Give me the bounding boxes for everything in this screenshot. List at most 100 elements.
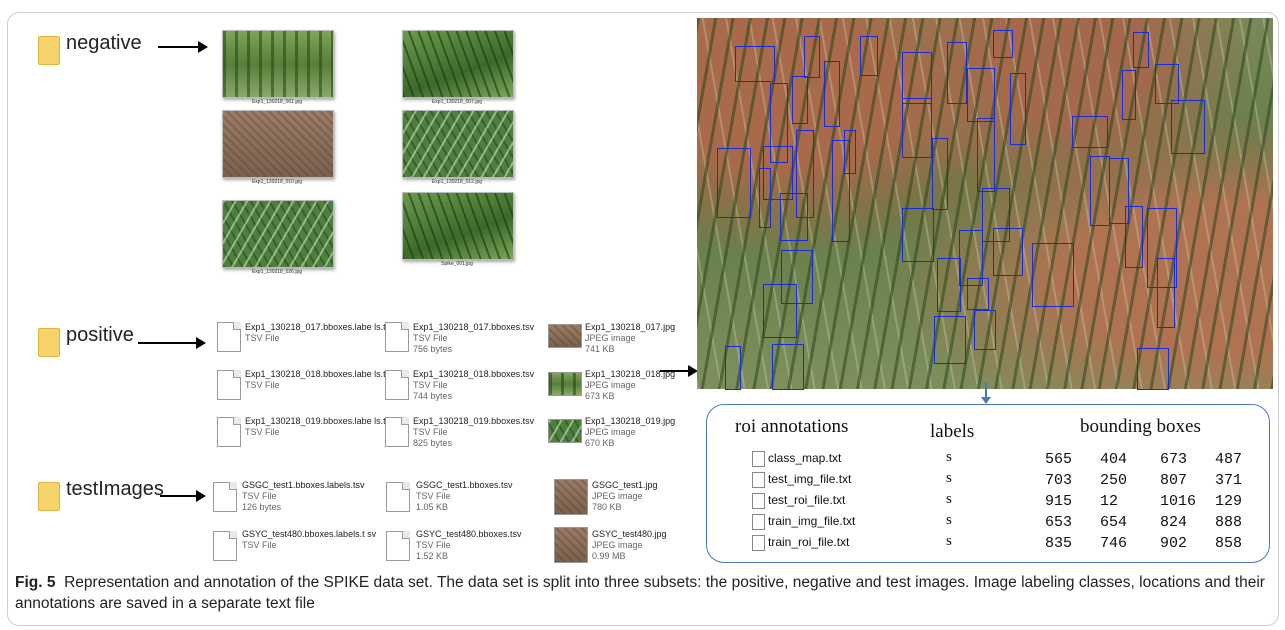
file-type: TSV File (416, 491, 451, 501)
tsv-file-icon (217, 370, 241, 400)
file-name: Exp1_130218_019.jpg (585, 416, 676, 426)
file-size: 670 KB (585, 438, 615, 448)
column-header: labels (930, 421, 975, 442)
bounding-box (824, 61, 840, 127)
bbox-file: Exp1_130218_019.bboxes.tsv TSV File 825 by… (413, 416, 534, 449)
bounding-box (717, 148, 751, 218)
bbox-file: GSGC_test1.bboxes.tsv TSV File 1.05 KB (416, 480, 513, 513)
labels-file: GSGC_test1.bboxes.labels.tsv TSV File 126 … (242, 480, 365, 513)
bbox-file: Exp1_130218_018.bboxes.tsv TSV File 744 by… (413, 369, 534, 402)
bounding-box (781, 250, 813, 304)
file-size: 756 bytes (413, 344, 453, 354)
bbox-coordinate: 250 (1100, 472, 1128, 489)
labels-file: GSYC_test480.bboxes.labels.t sv TSV File (242, 529, 376, 551)
bounding-box (772, 344, 804, 390)
file-type: JPEG image (592, 491, 643, 501)
jpeg-file-icon (554, 527, 588, 563)
annotation-label: s (946, 449, 952, 465)
bbox-coordinate: 915 (1045, 493, 1073, 510)
thumbnail-caption: Exp1_130218_007.jpg (431, 99, 483, 105)
thumbnail-caption: Exp1_130218_026.jpg (251, 269, 303, 275)
tsv-file-icon (385, 370, 409, 400)
annotation-file-name: train_img_file.txt (768, 514, 856, 528)
bounding-box (759, 168, 771, 228)
image-file: GSGC_test1.jpg JPEG image 780 KB (592, 480, 658, 513)
arrow-icon (158, 41, 208, 53)
bounding-box (1109, 158, 1129, 224)
bbox-coordinate: 902 (1160, 535, 1188, 552)
tsv-file-icon (385, 322, 409, 352)
file-name: Exp1_130218_018.bboxes.tsv (413, 369, 535, 379)
bounding-box (1157, 258, 1175, 328)
file-type: TSV File (413, 380, 448, 390)
file-size: 741 KB (585, 344, 615, 354)
bounding-box (1171, 100, 1205, 154)
negative-thumbnail (402, 192, 514, 260)
bbox-coordinate: 858 (1215, 535, 1243, 552)
file-name: Exp1_130218_018.jpg (585, 369, 676, 379)
bounding-box (832, 140, 850, 242)
bounding-box (1125, 206, 1143, 268)
bounding-box (860, 36, 878, 76)
bounding-box (1122, 70, 1136, 120)
file-size: 1.05 KB (416, 502, 449, 512)
annotation-panel (706, 404, 1270, 563)
text-file-icon (752, 451, 765, 467)
file-type: TSV File (242, 540, 277, 550)
bounding-box (902, 208, 934, 262)
arrow-icon (160, 490, 206, 502)
text-file-icon (752, 493, 765, 509)
jpeg-file-icon (554, 479, 588, 515)
tsv-file-icon (386, 482, 410, 512)
thumbnail-caption: Spike_001.jpg (441, 261, 473, 267)
bbox-coordinate: 824 (1160, 514, 1188, 531)
file-name: GSGC_test1.jpg (592, 480, 658, 490)
file-name: Exp1_130218_017.bboxes.tsv (413, 322, 535, 332)
file-name: GSYC_test480.bboxes.labels.t sv (242, 529, 377, 539)
bounding-box (792, 76, 808, 124)
file-size: 0.99 MB (592, 551, 626, 561)
jpeg-file-icon (548, 324, 582, 348)
bounding-box (967, 278, 989, 310)
file-size: 780 KB (592, 502, 622, 512)
annotation-label: s (946, 491, 952, 507)
bounding-box (763, 146, 793, 200)
annotation-file-name: class_map.txt (768, 451, 842, 465)
bounding-box (934, 316, 966, 364)
text-file-icon (752, 535, 765, 551)
file-name: GSGC_test1.bboxes.tsv (416, 480, 513, 490)
folder-icon (38, 36, 60, 65)
file-type: TSV File (413, 333, 448, 343)
negative-thumbnail (222, 110, 334, 178)
folder-label: positive (66, 324, 134, 346)
bounding-box (844, 130, 856, 174)
image-file: Exp1_130218_017.jpg JPEG image 741 KB (585, 322, 675, 355)
bounding-box (735, 46, 775, 82)
file-name: Exp1_130218_017.jpg (585, 322, 676, 332)
text-file-icon (752, 514, 765, 530)
jpeg-file-icon (548, 419, 582, 443)
folder-label: testImages (66, 478, 164, 500)
labels-file: Exp1_130218_019.bboxes.labe ls.tsv TSV Fi… (245, 416, 395, 438)
file-type: TSV File (416, 540, 451, 550)
folder-icon (38, 482, 60, 511)
bounding-box (993, 228, 1023, 276)
bounding-box (947, 42, 967, 104)
bbox-coordinate: 565 (1045, 451, 1073, 468)
bounding-box (982, 188, 1010, 242)
bbox-coordinate: 404 (1100, 451, 1128, 468)
tsv-file-icon (217, 322, 241, 352)
file-type: JPEG image (585, 380, 636, 390)
file-type: JPEG image (585, 427, 636, 437)
tsv-file-icon (213, 531, 237, 561)
bounding-box (937, 258, 961, 312)
caption-text: Representation and annotation of the SPI… (15, 574, 1265, 612)
file-name: Exp1_130218_019.bboxes.labe ls.tsv (245, 416, 395, 426)
image-file: Exp1_130218_019.jpg JPEG image 670 KB (585, 416, 675, 449)
bounding-box (977, 118, 995, 192)
bbox-coordinate: 746 (1100, 535, 1128, 552)
column-header: roi annotations (735, 416, 849, 437)
column-header: bounding boxes (1080, 416, 1201, 437)
arrow-icon (138, 337, 206, 349)
bbox-coordinate: 653 (1045, 514, 1073, 531)
